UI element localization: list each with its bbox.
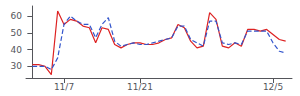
svg-text:40: 40 — [11, 45, 23, 55]
svg-text:60: 60 — [11, 11, 23, 21]
svg-text:11/21: 11/21 — [127, 82, 153, 92]
svg-text:30: 30 — [11, 61, 23, 71]
svg-text:50: 50 — [11, 28, 23, 38]
svg-text:12/5: 12/5 — [263, 82, 283, 92]
svg-text:11/7: 11/7 — [54, 82, 74, 92]
